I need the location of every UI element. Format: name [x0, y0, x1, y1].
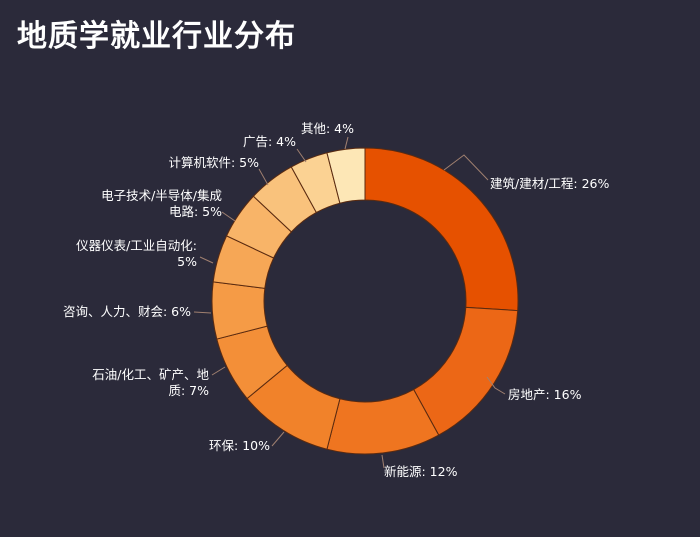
donut-slices — [211, 147, 519, 455]
leader-line — [486, 376, 506, 395]
slice-label: 计算机软件: 5% — [168, 155, 259, 170]
leader-line — [193, 311, 212, 314]
slice-label: 电子技术/半导体/集成 — [101, 188, 222, 203]
slice-label: 建筑/建材/工程: 26% — [490, 176, 610, 191]
slice-label: 其他: 4% — [301, 121, 354, 136]
leader-line — [443, 154, 489, 181]
leader-line — [271, 431, 285, 447]
leader-lines — [193, 136, 506, 469]
donut-slice[interactable] — [326, 147, 366, 204]
leader-line — [221, 211, 236, 222]
leader-line — [381, 454, 385, 469]
donut-slice[interactable] — [412, 306, 519, 436]
leader-line — [258, 168, 269, 186]
chart-title: 地质学就业行业分布 — [17, 19, 296, 54]
slice-label: 仪器仪表/工业自动化: — [76, 238, 197, 253]
leader-line — [344, 136, 349, 150]
slice-label: 环保: 10% — [209, 438, 270, 453]
slice-label: 咨询、人力、财会: 6% — [63, 304, 191, 319]
leader-line — [296, 148, 307, 163]
slice-label: 5% — [177, 254, 197, 269]
donut-slice[interactable] — [364, 147, 519, 312]
leader-line — [199, 256, 214, 264]
slice-labels: 建筑/建材/工程: 26% 房地产: 16% 新能源: 12% 环保: 10% 石油/化… — [63, 121, 610, 479]
slice-label: 新能源: 12% — [384, 464, 458, 479]
slice-label: 广告: 4% — [243, 134, 296, 149]
leader-line — [211, 366, 226, 376]
slice-label: 电路: 5% — [169, 204, 222, 219]
slice-label: 房地产: 16% — [508, 387, 582, 402]
slice-label: 质: 7% — [168, 383, 209, 398]
slice-label: 石油/化工、矿产、地 — [92, 367, 209, 382]
